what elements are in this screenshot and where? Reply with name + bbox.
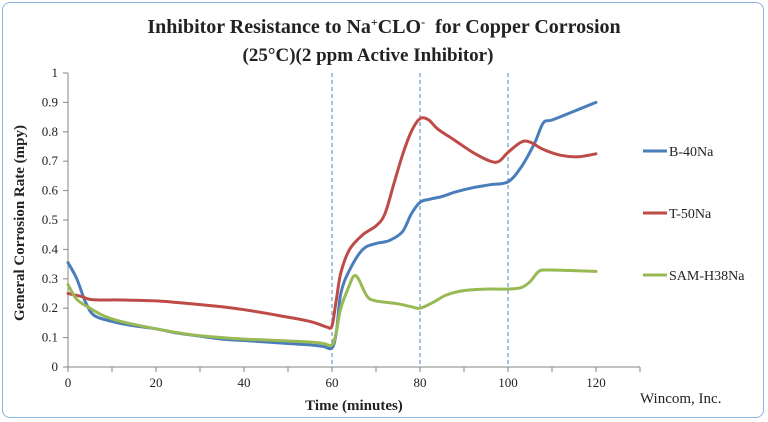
plot-area: [67, 73, 640, 368]
x-tick-label: 80: [414, 375, 427, 390]
y-tick-label: 0.1: [42, 330, 58, 345]
series-line-t-50na: [66, 116, 598, 330]
y-tick-label: 0: [52, 359, 59, 374]
x-tick-label: 20: [150, 375, 163, 390]
y-tick-label: 0.4: [42, 241, 59, 256]
y-tick-label: 0.5: [42, 212, 58, 227]
x-tick-label: 0: [65, 375, 72, 390]
y-axis-label: General Corrosion Rate (mpy): [12, 125, 28, 321]
chart-title-line1: Inhibitor Resistance to Na+CLO- for Copp…: [147, 15, 620, 38]
reference-lines: [331, 73, 509, 367]
x-axis-label: Time (minutes): [305, 398, 403, 414]
y-tick-label: 0.9: [42, 94, 58, 109]
chart-frame: [2, 2, 764, 418]
y-tick-label: 0.2: [42, 300, 58, 315]
y-tick-label: 0.8: [42, 124, 58, 139]
legend: B-40Na T-50Na SAM-H38Na: [643, 145, 745, 284]
legend-label-sam-h38na: SAM-H38Na: [669, 269, 745, 284]
credit-text: Wincom, Inc.: [640, 391, 721, 407]
chart-title-line2: (25°C)(2 ppm Active Inhibitor): [243, 45, 494, 66]
x-tick-label: 120: [586, 375, 606, 390]
legend-label-b-40na: B-40Na: [669, 145, 714, 160]
x-axis-ticks: 0 20 40 60 80 100 120: [65, 367, 641, 390]
x-tick-label: 60: [326, 375, 339, 390]
legend-label-t-50na: T-50Na: [669, 207, 712, 222]
y-tick-label: 0.6: [42, 183, 59, 198]
y-tick-label: 1: [52, 65, 59, 80]
x-tick-label: 100: [498, 375, 518, 390]
y-tick-label: 0.7: [42, 153, 59, 168]
series-group: [66, 100, 598, 351]
y-tick-label: 0.3: [42, 271, 58, 286]
series-line-sam-h38na: [66, 268, 598, 348]
y-axis-ticks: 0 0.1 0.2 0.3 0.4 0.5 0.6 0.7 0.8 0.9 1: [42, 65, 68, 374]
x-tick-label: 40: [238, 375, 251, 390]
